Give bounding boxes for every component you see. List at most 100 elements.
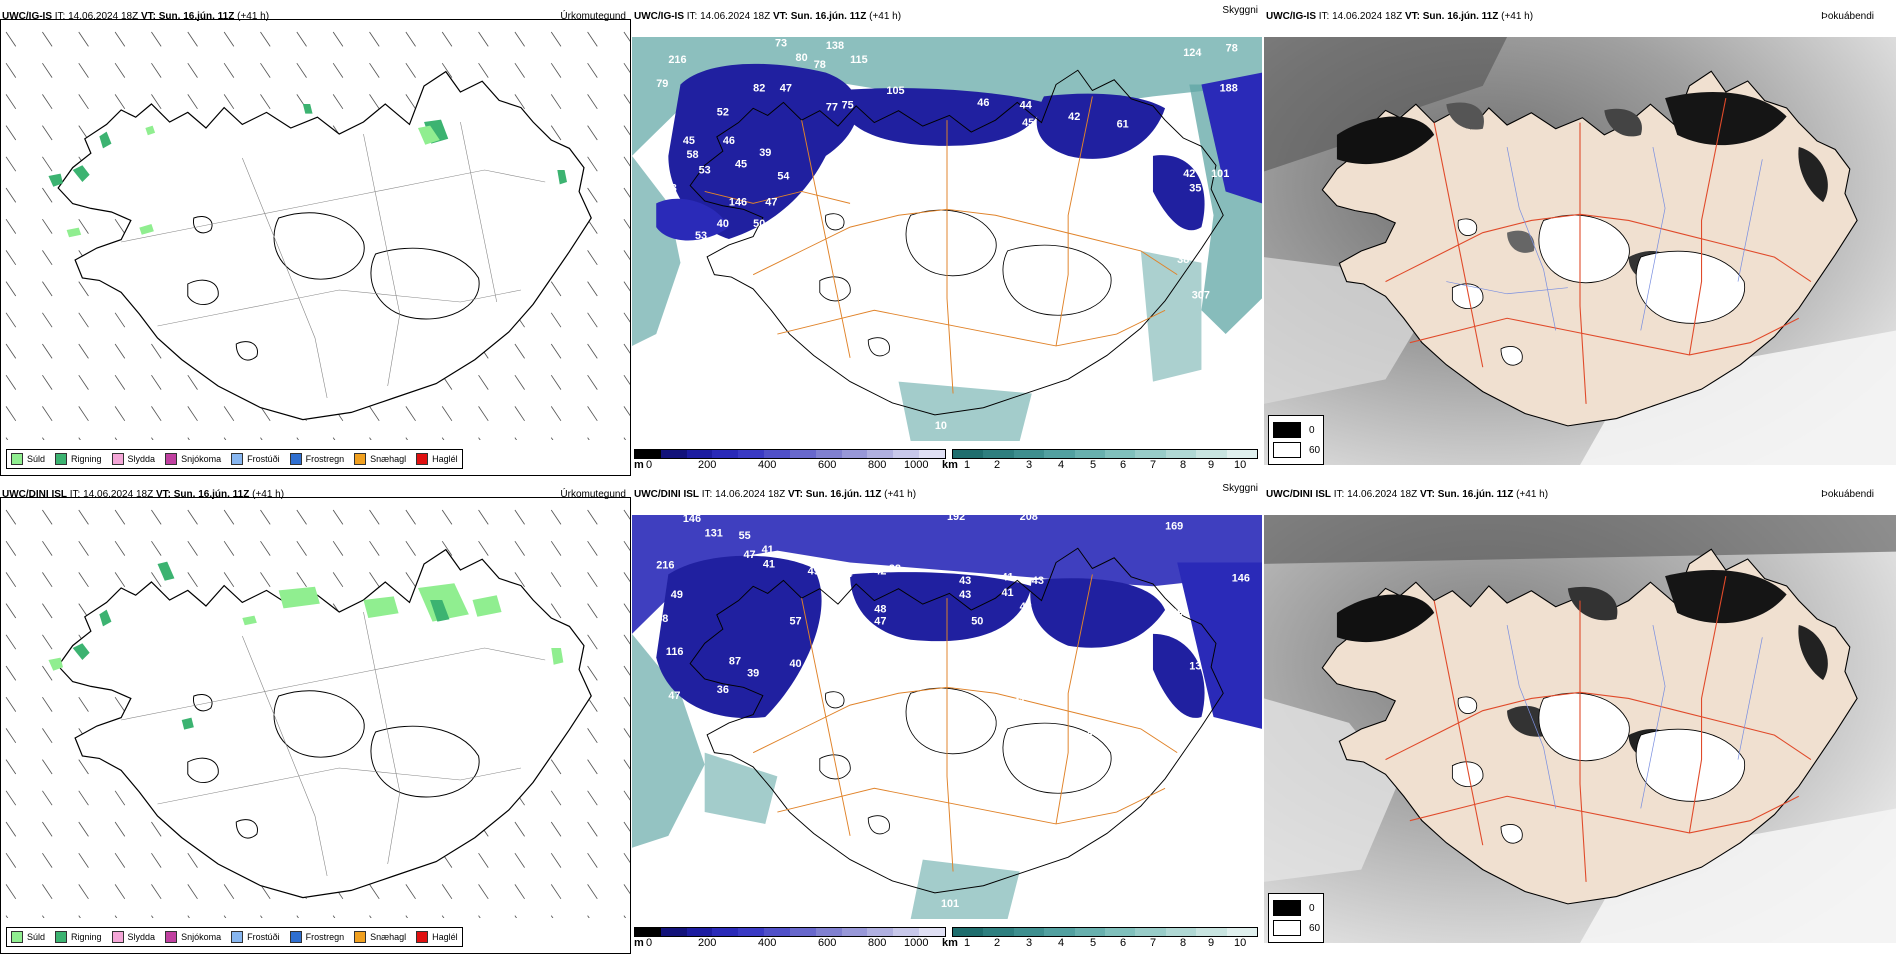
wind-barb <box>42 915 45 918</box>
wind-barb <box>623 572 630 583</box>
vis-label: 45 <box>1022 117 1034 129</box>
wind-barb <box>623 603 630 614</box>
wind-barb <box>5 509 17 525</box>
wind-barb <box>187 540 198 556</box>
wind-barb <box>114 884 126 900</box>
vis-label: 46 <box>723 135 735 147</box>
wind-barb <box>405 884 416 900</box>
colorbar-step <box>1013 450 1045 458</box>
legend-swatch <box>1273 442 1301 458</box>
colorbar-step <box>867 450 894 458</box>
wind-barb <box>78 821 89 837</box>
colorbar-step <box>953 450 984 458</box>
legend-swatch <box>289 453 302 465</box>
wind-barb <box>151 572 162 588</box>
wind-barb <box>623 759 630 770</box>
colorbar-step <box>1013 928 1045 936</box>
wind-barb <box>514 884 525 900</box>
wind-barb <box>478 374 489 390</box>
vis-label: 47 <box>743 549 755 561</box>
vis-label: 169 <box>1165 520 1183 532</box>
legend-item: Snæhagl <box>354 453 406 465</box>
wind-barb <box>623 312 630 323</box>
vis-label: 39 <box>759 147 771 159</box>
precip-map[interactable] <box>0 498 630 918</box>
vis-label: 41 <box>1002 587 1014 599</box>
wind-barb <box>623 509 630 520</box>
wind-barb <box>441 540 453 556</box>
wind-barb <box>42 94 53 110</box>
wind-barb <box>405 94 416 110</box>
legend-item: Snæhagl <box>354 931 406 943</box>
colorbar-step <box>1135 928 1166 936</box>
colorbar-step <box>893 450 920 458</box>
wind-barb <box>623 281 630 292</box>
vis-label: 64 <box>840 568 852 580</box>
wind-barb <box>478 884 489 900</box>
wind-barb <box>623 696 630 707</box>
wind-barb <box>223 94 235 110</box>
wind-barb <box>151 821 162 837</box>
vis-label: 42 <box>1020 601 1032 613</box>
visibility-map[interactable]: 73 138 80 78 115 216 79 105 124 78 188 8… <box>632 37 1262 441</box>
legend-item: Slydda <box>111 453 155 465</box>
vis-label: 44 <box>1020 99 1032 111</box>
colorbar-step <box>1105 450 1136 458</box>
precip-map[interactable] <box>0 20 630 440</box>
wind-barb <box>114 218 126 234</box>
colorbar-step <box>764 450 790 458</box>
wind-barb <box>587 281 598 297</box>
vis-label: 43 <box>959 575 971 587</box>
vis-label: 101 <box>941 898 959 910</box>
wind-barb <box>623 852 630 863</box>
wind-barb <box>587 634 598 650</box>
legend-swatch <box>354 453 367 465</box>
visibility-colorbar: m 0 200 400 600 800 1000 km 1 2 3 4 5 6 … <box>634 927 1260 951</box>
vis-label: 57 <box>790 615 802 627</box>
wind-barb <box>369 884 380 900</box>
colorbar-step <box>686 450 713 458</box>
wind-barb <box>187 572 198 588</box>
fog-map[interactable] <box>1264 515 1896 943</box>
vis-label: 49 <box>808 565 820 577</box>
wind-barb <box>5 374 17 390</box>
wind-barb <box>405 509 416 525</box>
visibility-map[interactable]: 146 131 55 192 208 169 47 41 41 49 64 42… <box>632 515 1262 919</box>
wind-barb <box>223 31 235 47</box>
fog-map[interactable] <box>1264 37 1896 465</box>
wind-barb <box>42 696 53 712</box>
wind-barb <box>114 62 126 78</box>
wind-barb <box>587 603 598 619</box>
panel-label-visibility: Skyggni <box>1222 483 1258 494</box>
vis-label: 146 <box>729 197 747 209</box>
wind-barb <box>223 540 235 556</box>
vis-label: 47 <box>765 197 777 209</box>
legend-swatch <box>231 453 244 465</box>
wind-barb <box>587 759 598 775</box>
legend-item: Frostregn <box>289 453 344 465</box>
wind-barb <box>405 437 408 440</box>
legend-item: Súld <box>11 931 45 943</box>
legend-item: Súld <box>11 453 45 465</box>
wind-barb <box>587 437 590 440</box>
legend-swatch <box>111 453 124 465</box>
vis-label: 47 <box>780 83 792 95</box>
colorbar-step <box>815 450 842 458</box>
wind-barb <box>42 665 53 681</box>
wind-barb <box>441 884 453 900</box>
wind-barb <box>78 31 89 47</box>
vis-label: 75 <box>842 99 854 111</box>
vis-label: 55 <box>739 530 751 542</box>
legend-swatch <box>1273 920 1301 936</box>
wind-barb <box>42 540 53 556</box>
vis-label: 53 <box>695 230 707 242</box>
wind-barb <box>405 572 416 588</box>
legend-item: Frostregn <box>289 931 344 943</box>
vis-label: 43 <box>959 589 971 601</box>
colorbar-step <box>789 450 816 458</box>
wind-barb <box>587 915 590 918</box>
wind-barb <box>587 312 598 328</box>
wind-barb <box>42 572 53 588</box>
fog-panel-row1: UWC/IG-IS IT: 14.06.2024 18Z VT: Sun. 16… <box>1264 5 1900 475</box>
wind-barb <box>550 31 562 47</box>
